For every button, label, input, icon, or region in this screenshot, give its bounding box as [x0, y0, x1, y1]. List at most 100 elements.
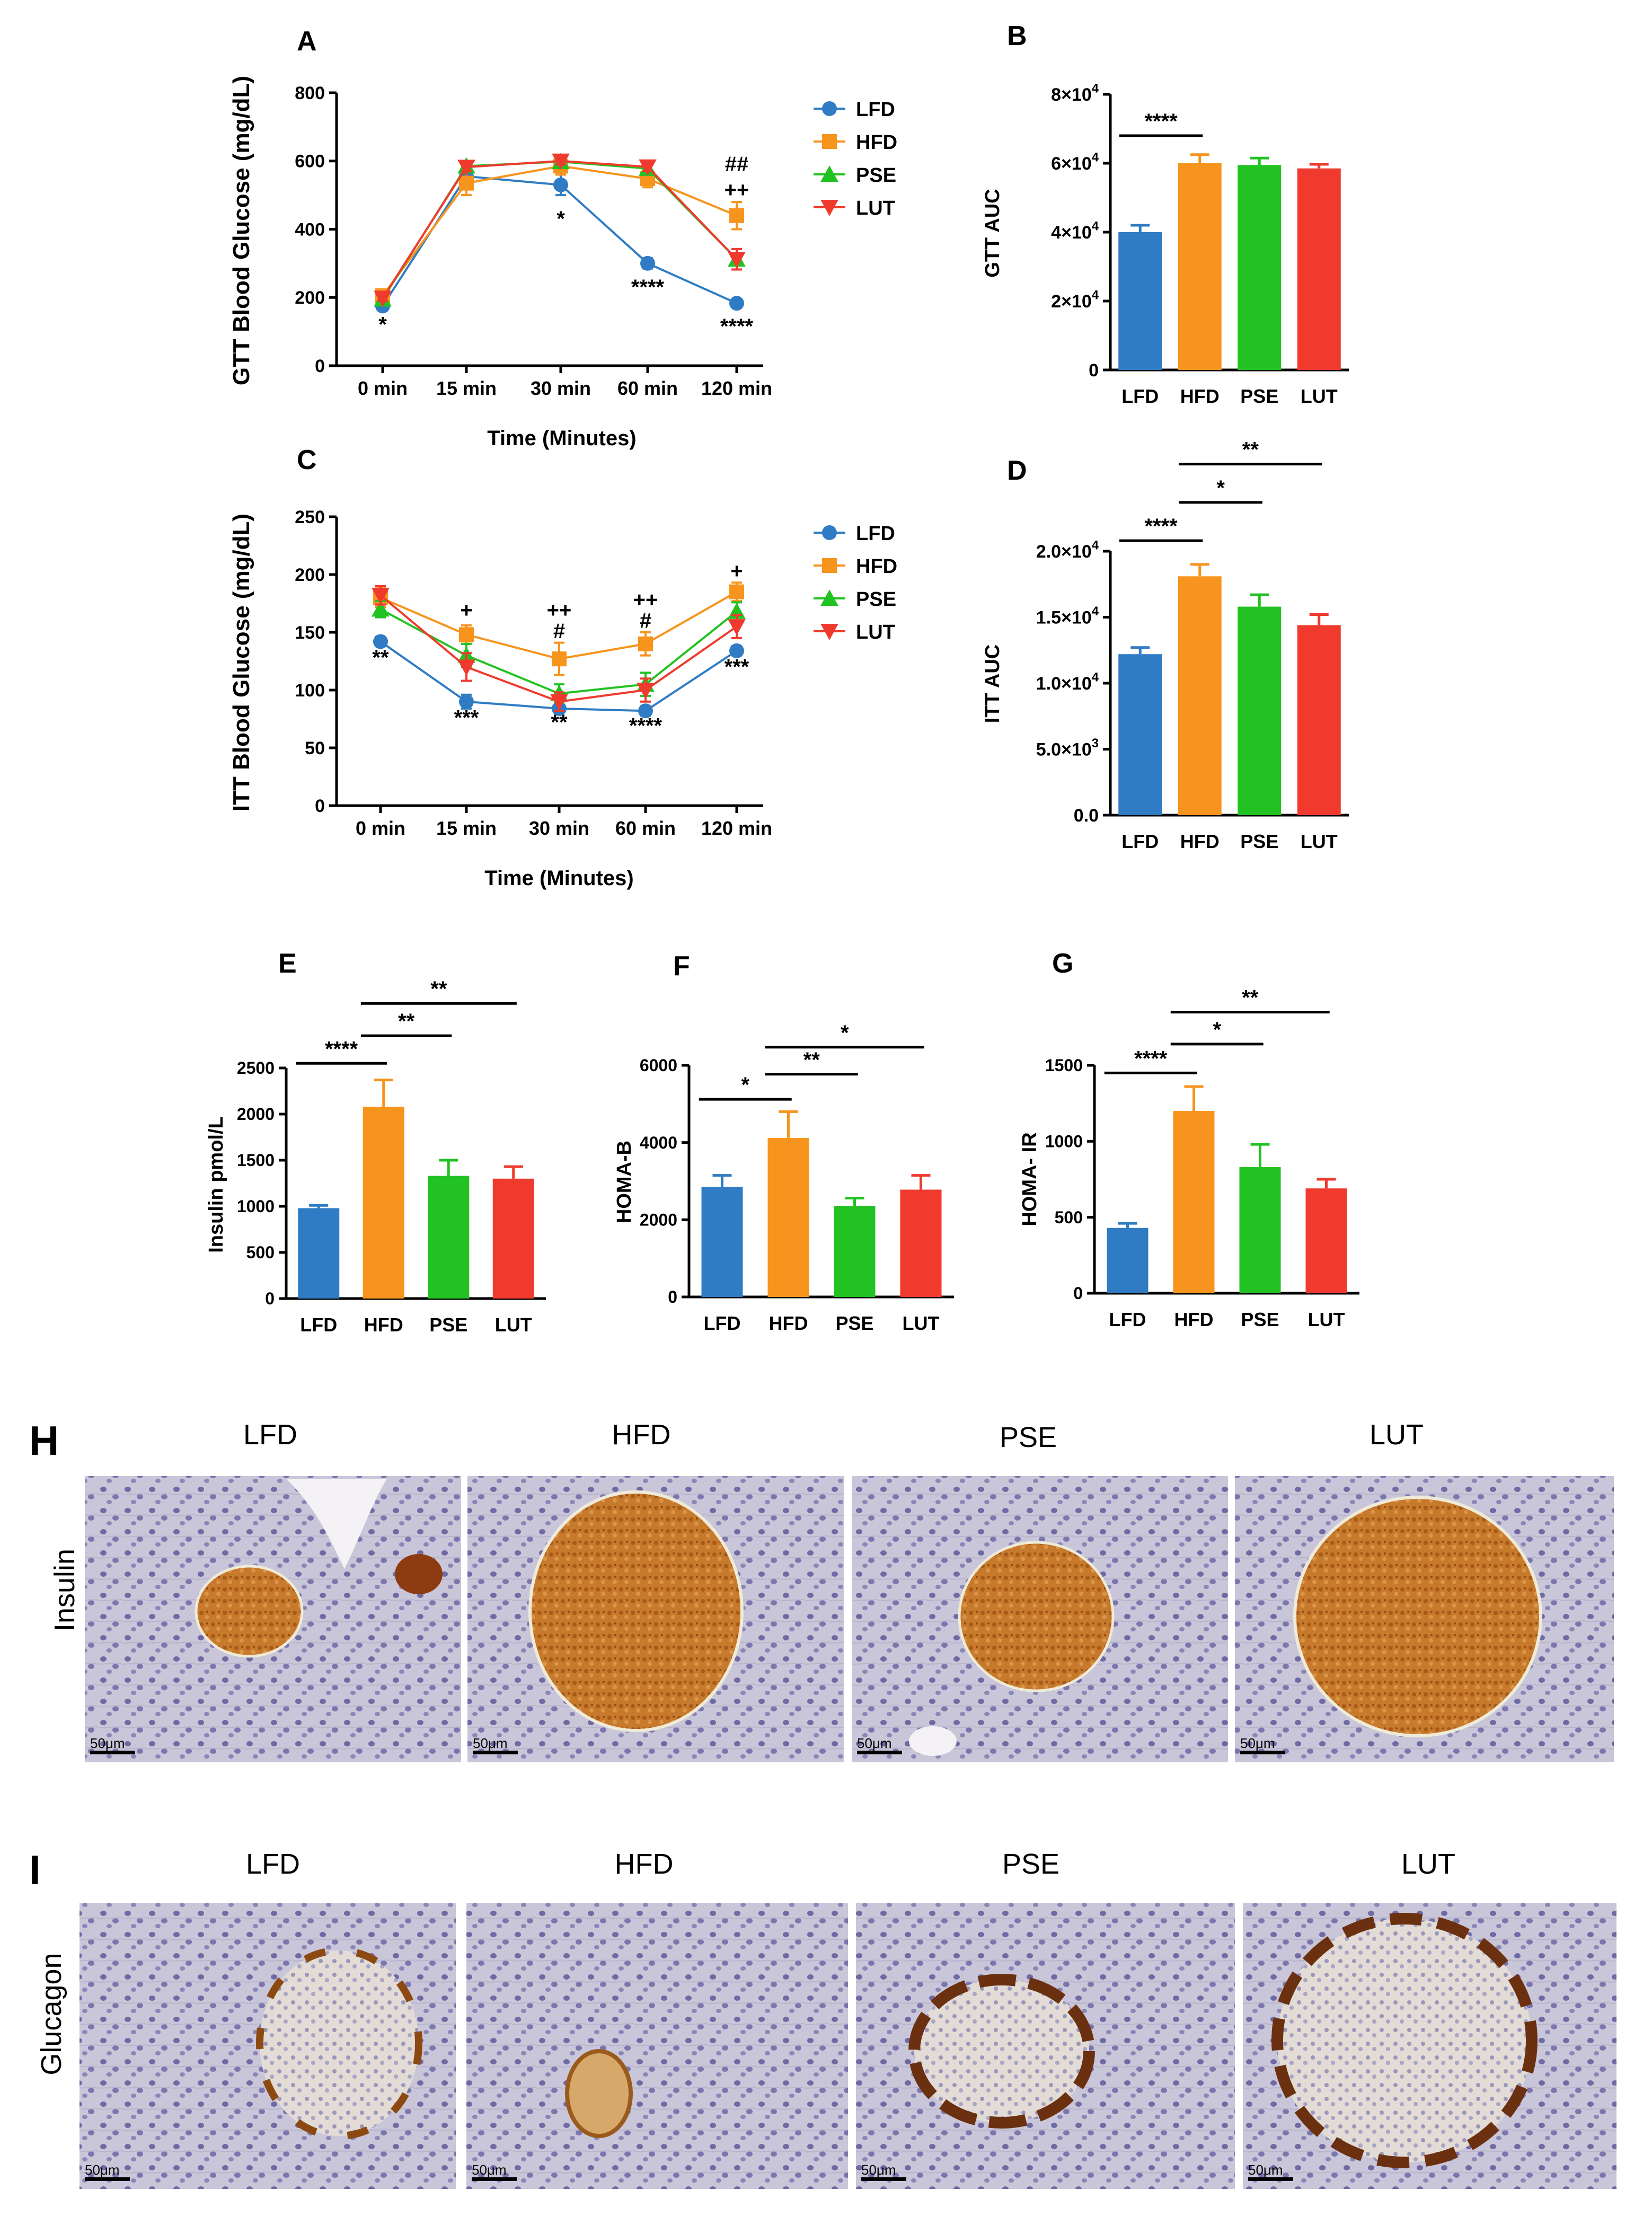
panel-c-legend-marker-lfd [822, 525, 837, 540]
panel-f-x-tick-label: PSE [835, 1312, 873, 1334]
h-group-label-lfd: LFD [243, 1419, 297, 1451]
panel-g-y-tick-label: 500 [1055, 1208, 1083, 1227]
panel-c-point-lfd [459, 694, 474, 709]
panel-h-insulin-histology: H Insulin LFD HFD PSE LUT 50μm 50μm 50μm [29, 1417, 1614, 1762]
panel-b-bar-hfd [1178, 163, 1222, 370]
panel-c-annotation: *** [454, 706, 479, 729]
i-group-label-lfd: LFD [246, 1848, 300, 1880]
panel-a-annotation: * [556, 207, 565, 231]
panel-e-bar-lut [492, 1178, 534, 1299]
panel-e-x-tick-label: PSE [429, 1314, 467, 1336]
panel-f-y-title: HOMA-B [613, 1141, 635, 1223]
panel-b-bar-lfd [1118, 232, 1162, 370]
panel-c-point-lut [637, 683, 655, 699]
panel-a-legend-label-pse: PSE [856, 164, 896, 187]
panel-a-point-lfd [553, 177, 568, 192]
panel-b-x-tick-label: LUT [1301, 385, 1338, 407]
panel-c-x-tick-label: 15 min [436, 817, 497, 839]
panel-g-x-tick-label: LUT [1308, 1309, 1345, 1330]
i-scale-bar-lfd: 50μm [85, 2162, 120, 2178]
i-image-hfd: 50μm [466, 1903, 848, 2189]
panel-a-point-lut [728, 252, 746, 268]
panel-g-y-tick-label: 0 [1073, 1284, 1083, 1303]
panel-d-x-tick-label: HFD [1180, 831, 1220, 852]
panel-c-y-title: ITT Blood Glucose (mg/dL) [228, 514, 254, 811]
h-image-pse: 50μm [852, 1476, 1228, 1762]
panel-f-significance-label: ** [803, 1048, 820, 1072]
h-image-hfd: 50μm [467, 1476, 844, 1762]
panel-d-y-tick-label: 1.0×104 [1036, 670, 1099, 694]
panel-c-point-hfd [459, 627, 474, 642]
panel-f-x-tick-label: LUT [903, 1312, 940, 1334]
panel-c-legend-label-lut: LUT [856, 621, 895, 643]
panel-a-point-lfd [729, 296, 744, 311]
panel-d-y-tick-label: 2.0×104 [1036, 538, 1099, 562]
panel-a-x-tick-label: 15 min [436, 377, 497, 399]
panel-c-label: C [297, 445, 317, 475]
panel-b-label: B [1007, 21, 1027, 51]
insulin-row-label: Insulin [49, 1549, 81, 1631]
panel-a-label: A [297, 26, 317, 57]
panel-f-y-tick-label: 6000 [640, 1056, 677, 1075]
panel-e-bar-pse [428, 1176, 470, 1299]
panel-a-legend-label-lut: LUT [856, 197, 895, 219]
panel-c-annotation: ++ [547, 599, 572, 622]
panel-b-y-tick-label: 8×104 [1051, 82, 1099, 105]
h-scale-bar-lfd: 50μm [90, 1735, 125, 1751]
panel-c-point-hfd [729, 584, 744, 599]
panel-c-point-hfd [638, 636, 653, 651]
panel-e-insulin-chart: E Insulin pmol/L 0 500 1000 1500 2000 2500 LFD HF… [205, 948, 546, 1336]
panel-f-x-tick-label: HFD [769, 1312, 808, 1334]
panel-d-y-title: ITT AUC [982, 645, 1004, 723]
panel-f-x-tick-label: LFD [704, 1312, 741, 1334]
panel-g-significance-label: ** [1242, 986, 1259, 1010]
panel-b-significance-label: **** [1144, 110, 1178, 133]
h-scale-bar-pse: 50μm [857, 1735, 892, 1751]
panel-c-legend-marker-pse [820, 589, 838, 606]
panel-f-y-tick-label: 4000 [640, 1133, 677, 1152]
panel-i-glucagon-histology: I Glucagon LFD HFD PSE LUT 50μm 50μm 50μ… [29, 1847, 1616, 2189]
panel-e-y-title: Insulin pmol/L [205, 1116, 227, 1253]
panel-e-label: E [278, 948, 297, 979]
h-group-label-hfd: HFD [612, 1419, 671, 1451]
panel-a-x-title: Time (Minutes) [487, 427, 637, 450]
panel-f-bar-lfd [701, 1187, 743, 1297]
panel-e-significance-label: ** [430, 977, 447, 1001]
panel-d-bar-lut [1297, 625, 1341, 815]
panel-c-point-lut [728, 619, 746, 635]
panel-c-y-tick-label: 200 [295, 565, 325, 585]
panel-c-x-tick-label: 120 min [701, 817, 772, 839]
panel-d-bar-pse [1238, 606, 1282, 815]
panel-b-y-tick-label: 6×104 [1051, 151, 1099, 174]
panel-c-point-lfd [729, 643, 744, 658]
panel-a-legend-label-hfd: HFD [856, 131, 897, 154]
panel-d-y-tick-label: 0.0 [1074, 806, 1099, 826]
panel-d-x-tick-label: PSE [1240, 831, 1278, 852]
panel-a-x-tick-label: 60 min [617, 377, 678, 399]
panel-g-x-tick-label: HFD [1174, 1309, 1214, 1330]
panel-c-legend-label-lfd: LFD [856, 523, 895, 545]
panel-c-annotation: ** [551, 711, 568, 734]
i-scale-bar-pse: 50μm [861, 2162, 896, 2178]
panel-e-y-tick-label: 2500 [237, 1058, 275, 1078]
panel-a-point-hfd [459, 175, 474, 191]
panel-b-y-tick-label: 2×104 [1051, 288, 1099, 312]
panel-a-legend-marker-pse [820, 165, 838, 182]
i-image-lfd: 50μm [79, 1903, 456, 2189]
panel-a-y-tick-label: 600 [295, 152, 325, 172]
panel-a-legend-marker-hfd [822, 134, 837, 149]
panel-a-annotation: ++ [725, 178, 749, 201]
panel-e-y-tick-label: 1000 [237, 1197, 275, 1216]
panel-a-annotation: ## [725, 153, 749, 176]
panel-g-bar-pse [1239, 1167, 1281, 1293]
panel-e-bar-lfd [298, 1208, 340, 1299]
panel-d-significance-label: **** [1144, 515, 1178, 538]
h-group-label-pse: PSE [1000, 1422, 1057, 1453]
panel-c-legend-marker-lut [820, 624, 838, 640]
panel-b-y-tick-label: 0 [1089, 360, 1099, 381]
panel-c-x-title: Time (Minutes) [484, 867, 634, 890]
panel-g-significance-label: **** [1134, 1047, 1168, 1070]
panel-e-y-tick-label: 2000 [237, 1105, 275, 1124]
panel-c-annotation: ++ [633, 588, 658, 612]
